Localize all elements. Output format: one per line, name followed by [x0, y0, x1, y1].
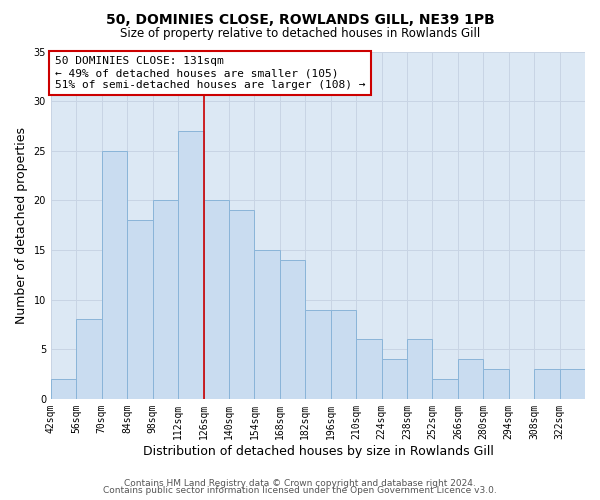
Bar — [534, 369, 560, 399]
Bar — [127, 220, 152, 399]
Bar — [203, 200, 229, 399]
Bar — [560, 369, 585, 399]
Bar — [152, 200, 178, 399]
Bar — [331, 310, 356, 399]
X-axis label: Distribution of detached houses by size in Rowlands Gill: Distribution of detached houses by size … — [143, 444, 493, 458]
Bar — [280, 260, 305, 399]
Bar — [102, 150, 127, 399]
Text: 50, DOMINIES CLOSE, ROWLANDS GILL, NE39 1PB: 50, DOMINIES CLOSE, ROWLANDS GILL, NE39 … — [106, 12, 494, 26]
Bar — [458, 359, 483, 399]
Bar — [433, 379, 458, 399]
Bar — [382, 359, 407, 399]
Bar — [356, 340, 382, 399]
Bar — [51, 379, 76, 399]
Text: Size of property relative to detached houses in Rowlands Gill: Size of property relative to detached ho… — [120, 28, 480, 40]
Text: Contains HM Land Registry data © Crown copyright and database right 2024.: Contains HM Land Registry data © Crown c… — [124, 478, 476, 488]
Bar — [229, 210, 254, 399]
Y-axis label: Number of detached properties: Number of detached properties — [15, 126, 28, 324]
Text: Contains public sector information licensed under the Open Government Licence v3: Contains public sector information licen… — [103, 486, 497, 495]
Bar — [305, 310, 331, 399]
Bar — [178, 131, 203, 399]
Bar — [483, 369, 509, 399]
Bar — [407, 340, 433, 399]
Text: 50 DOMINIES CLOSE: 131sqm
← 49% of detached houses are smaller (105)
51% of semi: 50 DOMINIES CLOSE: 131sqm ← 49% of detac… — [55, 56, 365, 90]
Bar — [76, 320, 102, 399]
Bar — [254, 250, 280, 399]
